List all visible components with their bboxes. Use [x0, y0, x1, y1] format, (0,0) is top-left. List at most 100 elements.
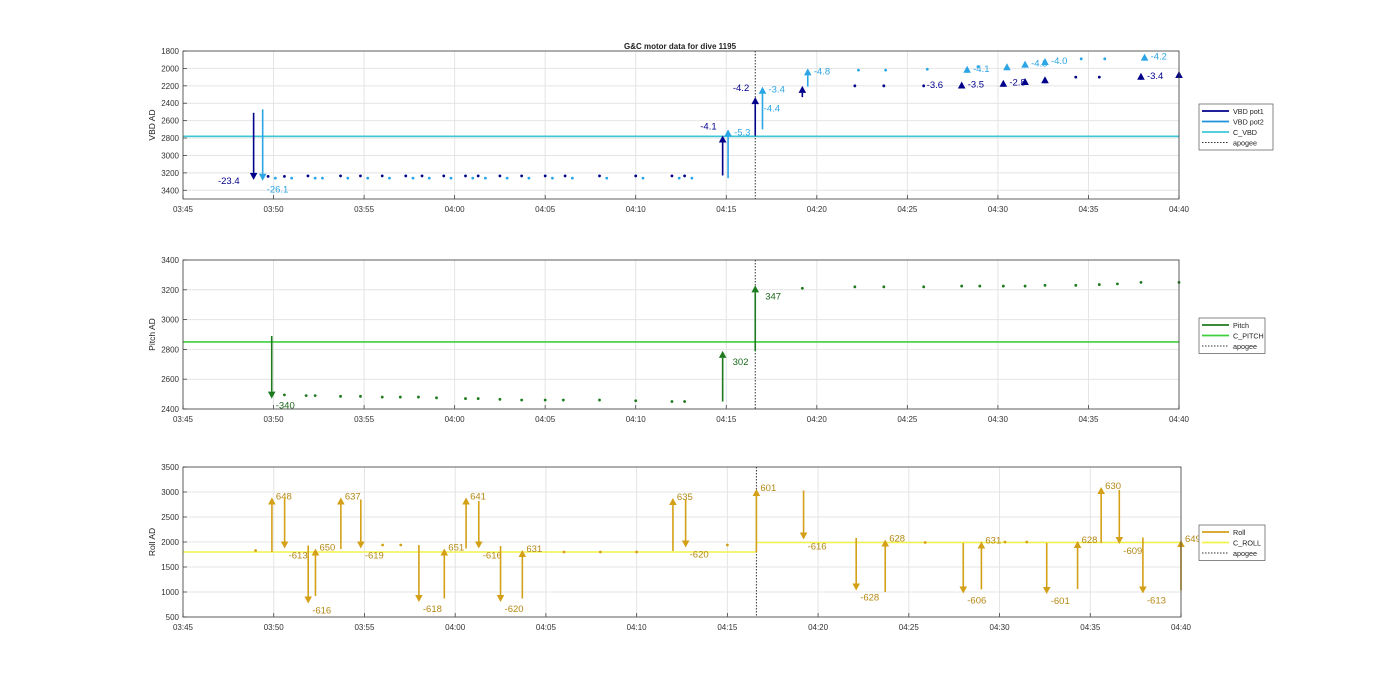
vbd-pot1-point	[476, 174, 480, 178]
pitch-point	[670, 400, 674, 403]
vbd-pot2-move-head	[1021, 60, 1029, 68]
pitch-point	[800, 286, 804, 290]
pitch-point	[283, 393, 286, 397]
roll-legend-label: C_ROLL	[1233, 538, 1261, 547]
roll-axes-box	[182, 466, 1182, 618]
vbd-plot-area	[183, 51, 1179, 199]
pitch-x-tick-label: 04:20	[807, 415, 828, 424]
roll-point	[562, 550, 566, 554]
vbd-pot2-point	[976, 65, 980, 69]
vbd-pot2-point	[570, 176, 574, 180]
pitch-y-tick-label: 2400	[161, 405, 179, 414]
vbd-pot2-move-label: -4.3	[1031, 59, 1047, 70]
pitch-move-head	[751, 285, 760, 293]
roll-move-label: 601	[760, 483, 776, 494]
vbd-y-tick-label: 2600	[161, 117, 179, 126]
vbd-pot1-move-head	[249, 172, 258, 180]
vbd-pot2-move-head	[258, 173, 267, 181]
pitch-x-tick-label: 04:30	[988, 415, 1009, 424]
pitch-plot-area	[183, 260, 1179, 409]
vbd-pot1-point	[1074, 75, 1078, 79]
vbd-pot1-point	[670, 174, 674, 178]
vbd-pot2-point	[411, 176, 415, 180]
vbd-pot2-point	[449, 176, 453, 180]
vbd-pot1-move-head	[718, 135, 727, 143]
roll-x-tick-label: 04:20	[808, 623, 829, 632]
roll-move-label: 635	[677, 492, 693, 503]
pitch-y-tick-label: 2800	[161, 345, 179, 354]
roll-move-head	[1097, 487, 1105, 494]
roll-move-label: -606	[967, 596, 986, 607]
pitch-x-tick-label: 03:55	[354, 415, 375, 424]
roll-move-label: -601	[1051, 596, 1070, 607]
pitch-point	[435, 396, 438, 400]
roll-y-tick-label: 1500	[161, 563, 179, 572]
roll-y-tick-label: 3500	[161, 463, 179, 472]
pitch-point	[1001, 284, 1005, 288]
roll-move-label: -609	[1123, 546, 1142, 557]
vbd-x-tick-label: 04:40	[1169, 205, 1190, 214]
vbd-pot1-move-head	[751, 97, 760, 105]
roll-move-label: -616	[483, 551, 502, 562]
roll-y-tick-label: 2000	[161, 538, 179, 547]
vbd-pot1-move-label: -4.2	[733, 83, 749, 94]
roll-move-label: -616	[808, 542, 827, 553]
vbd-pot1-point	[420, 174, 424, 178]
pitch-x-tick-label: 03:50	[264, 415, 285, 424]
roll-x-tick-label: 04:40	[1171, 623, 1192, 632]
roll-point	[381, 543, 384, 547]
roll-legend-label: apogee	[1233, 549, 1257, 558]
roll-x-tick-label: 03:45	[173, 623, 194, 632]
vbd-pot1-move-head	[1041, 76, 1049, 84]
pitch-point	[960, 284, 964, 288]
pitch-point	[1139, 280, 1143, 284]
vbd-pot2-point	[857, 68, 860, 72]
roll-move-label: 650	[319, 543, 335, 554]
roll-x-tick-label: 04:15	[717, 623, 738, 632]
roll-y-tick-label: 3000	[161, 488, 179, 497]
roll-move-label: 630	[1105, 481, 1121, 492]
vbd-pot2-move-head	[1003, 63, 1011, 71]
pitch-x-tick-label: 04:10	[626, 415, 647, 424]
vbd-pot2-point	[273, 176, 277, 180]
pitch-x-tick-label: 04:40	[1169, 415, 1190, 424]
roll-y-tick-label: 1000	[161, 588, 179, 597]
vbd-x-tick-label: 04:20	[807, 205, 828, 214]
roll-move-head	[881, 539, 890, 547]
roll-point	[1003, 540, 1007, 544]
pitch-x-tick-label: 03:45	[173, 415, 194, 424]
vbd-pot1-point	[283, 174, 286, 178]
roll-move-head	[1115, 537, 1124, 544]
roll-x-tick-label: 04:00	[445, 623, 466, 632]
pitch-point	[339, 394, 342, 398]
vbd-x-tick-label: 03:45	[173, 205, 194, 214]
pitch-legend-label: Pitch	[1233, 321, 1249, 330]
vbd-pot1-move-head	[1021, 77, 1029, 85]
roll-move-head	[1073, 541, 1082, 548]
roll-move-head	[852, 583, 860, 591]
pitch-point	[1097, 283, 1101, 286]
vbd-pot2-point	[1103, 57, 1107, 61]
pitch-point	[683, 400, 687, 403]
roll-move-head	[681, 540, 690, 548]
vbd-pot2-point	[690, 176, 694, 180]
roll-move-head	[462, 497, 470, 505]
roll-move-head	[440, 548, 449, 556]
pitch-point	[1023, 284, 1027, 288]
vbd-y-tick-label: 2200	[161, 82, 179, 91]
pitch-point	[853, 285, 857, 289]
vbd-pot2-point	[346, 176, 350, 180]
vbd-pot1-point	[359, 174, 362, 178]
pitch-panel: 03:45 03:50 03:55 04:00 04:05 04:10 04:15 04:20…	[147, 256, 1266, 424]
pitch-y-tick-label: 3000	[161, 316, 179, 325]
roll-move-label: -628	[860, 593, 879, 604]
roll-y-tick-label: 500	[166, 613, 180, 622]
vbd-panel: 03:45 03:50 03:55 04:00 04:05 04:10 04:15 04:20…	[147, 47, 1274, 214]
vbd-x-tick-label: 03:50	[264, 205, 285, 214]
roll-move-head	[496, 595, 505, 602]
roll-move-label: -620	[505, 604, 524, 615]
vbd-y-tick-label: 2000	[161, 64, 179, 73]
pitch-y-tick-label: 3200	[161, 286, 179, 295]
vbd-x-tick-label: 04:25	[897, 205, 918, 214]
vbd-pot1-move-head	[798, 85, 807, 93]
